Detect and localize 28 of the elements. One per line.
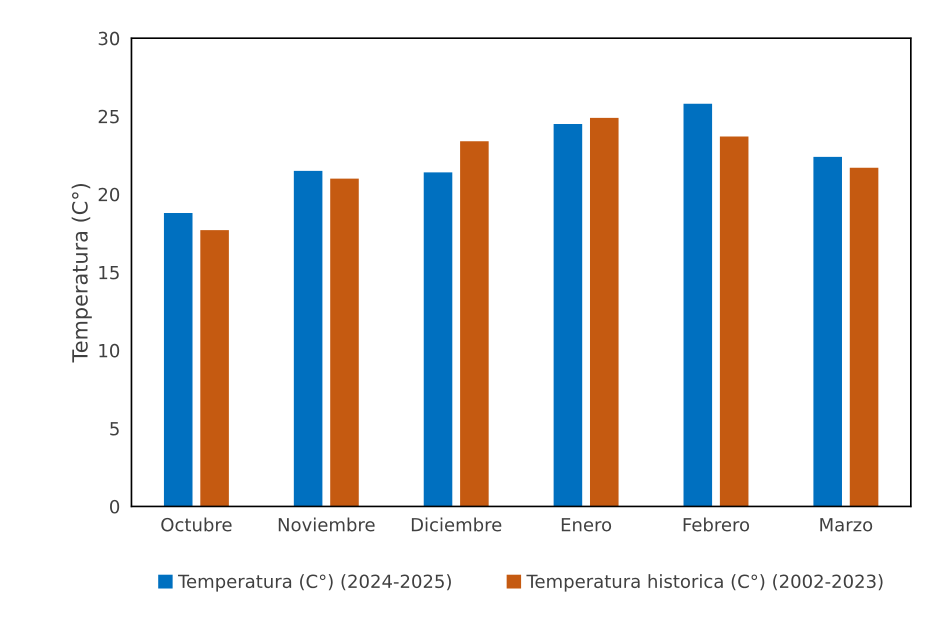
bar <box>330 178 359 506</box>
bar <box>294 170 322 506</box>
x-tick-label: Octubre <box>161 518 232 532</box>
y-tick-label: 15 <box>99 266 119 280</box>
bar <box>200 230 229 506</box>
x-tick-label: Enero <box>562 518 612 532</box>
legend-label: Temperatura (C°) (2024-2025) <box>178 574 451 592</box>
y-tick-label: 0 <box>110 500 120 514</box>
x-tick-label: Noviembre <box>278 518 375 532</box>
y-tick-label: 25 <box>98 110 119 124</box>
x-tick-label: Diciembre <box>412 518 502 532</box>
bar <box>164 213 193 506</box>
y-tick-label: 20 <box>98 188 120 202</box>
bar <box>720 136 748 506</box>
bar <box>554 124 582 506</box>
bar <box>460 141 489 506</box>
y-tick-label: 10 <box>99 344 120 358</box>
bar <box>424 172 452 506</box>
x-tick-label: Marzo <box>820 518 872 532</box>
bar <box>590 118 619 506</box>
bar <box>850 168 878 506</box>
x-tick-label: Febrero <box>684 518 750 532</box>
y-tick-label: 5 <box>110 422 119 436</box>
y-axis-title: Temperatura (C°) <box>72 184 92 362</box>
y-tick-label: 30 <box>98 32 120 46</box>
bar <box>813 156 842 506</box>
bar <box>684 104 712 506</box>
legend-label: Temperatura historica (C°) (2002-2023) <box>526 574 883 592</box>
